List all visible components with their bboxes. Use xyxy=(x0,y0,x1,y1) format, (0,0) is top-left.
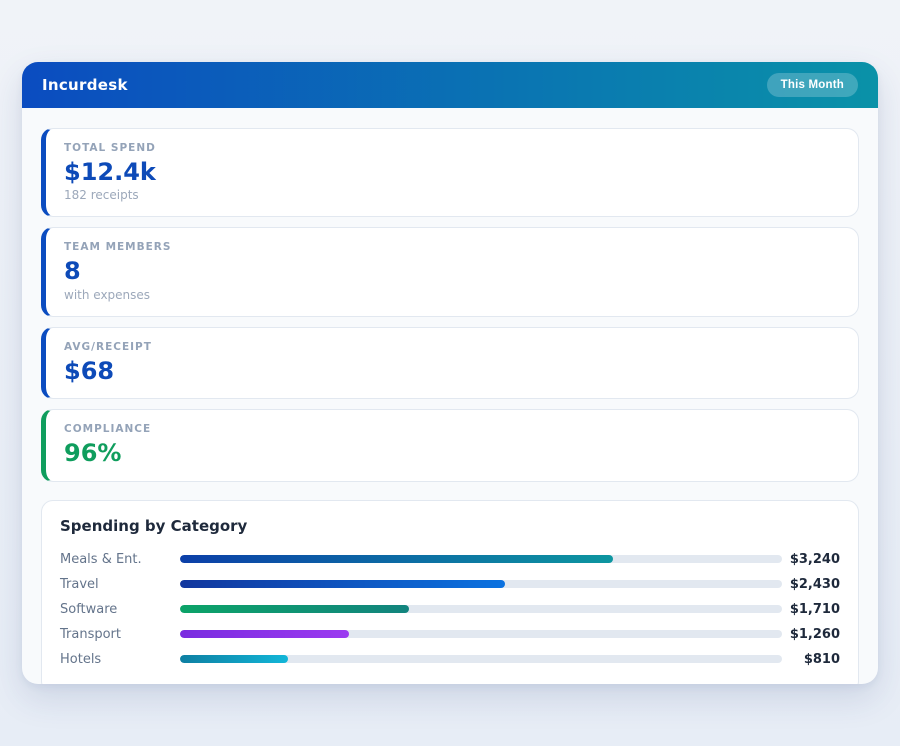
stat-label: TOTAL SPEND xyxy=(64,142,840,154)
stat-card-total-spend: TOTAL SPEND $12.4k 182 receipts xyxy=(41,128,859,217)
chart-row-software: Software $1,710 xyxy=(60,597,840,622)
stat-value: 96% xyxy=(64,440,840,466)
category-label: Software xyxy=(60,602,180,617)
category-value: $810 xyxy=(782,652,840,667)
bar-fill-hotels xyxy=(180,655,288,663)
category-value: $1,710 xyxy=(782,602,840,617)
stat-value: $12.4k xyxy=(64,159,840,185)
bar-fill-travel xyxy=(180,580,505,588)
bar-fill-meals xyxy=(180,555,613,563)
category-value: $2,430 xyxy=(782,577,840,592)
category-label: Transport xyxy=(60,627,180,642)
bar-track xyxy=(180,655,782,663)
stat-card-avg-receipt: AVG/RECEIPT $68 xyxy=(41,327,859,399)
stat-value: $68 xyxy=(64,358,840,384)
bar-track xyxy=(180,605,782,613)
app-window: Incurdesk This Month TOTAL SPEND $12.4k … xyxy=(22,62,878,684)
category-value: $1,260 xyxy=(782,627,840,642)
bar-track xyxy=(180,580,782,588)
page-background: Incurdesk This Month TOTAL SPEND $12.4k … xyxy=(0,0,900,746)
chart-title: Spending by Category xyxy=(60,517,840,535)
category-label: Travel xyxy=(60,577,180,592)
chart-row-meals: Meals & Ent. $3,240 xyxy=(60,547,840,572)
bar-fill-transport xyxy=(180,630,349,638)
stat-card-compliance: COMPLIANCE 96% xyxy=(41,409,859,481)
stat-label: TEAM MEMBERS xyxy=(64,241,840,253)
category-label: Meals & Ent. xyxy=(60,552,180,567)
stat-subtext: 182 receipts xyxy=(64,188,840,202)
category-value: $3,240 xyxy=(782,552,840,567)
stat-value: 8 xyxy=(64,258,840,284)
chart-row-hotels: Hotels $810 xyxy=(60,647,840,672)
stat-card-team-members: TEAM MEMBERS 8 with expenses xyxy=(41,227,859,316)
app-title: Incurdesk xyxy=(42,76,128,94)
bar-track xyxy=(180,555,782,563)
spending-by-category-chart: Spending by Category Meals & Ent. $3,240… xyxy=(41,500,859,684)
bar-fill-software xyxy=(180,605,409,613)
dashboard-content: TOTAL SPEND $12.4k 182 receipts TEAM MEM… xyxy=(22,108,878,684)
stat-subtext: with expenses xyxy=(64,288,840,302)
stat-label: COMPLIANCE xyxy=(64,423,840,435)
period-badge[interactable]: This Month xyxy=(767,73,858,97)
category-label: Hotels xyxy=(60,652,180,667)
bar-track xyxy=(180,630,782,638)
stat-label: AVG/RECEIPT xyxy=(64,341,840,353)
chart-row-transport: Transport $1,260 xyxy=(60,622,840,647)
app-header: Incurdesk This Month xyxy=(22,62,878,108)
chart-row-travel: Travel $2,430 xyxy=(60,572,840,597)
